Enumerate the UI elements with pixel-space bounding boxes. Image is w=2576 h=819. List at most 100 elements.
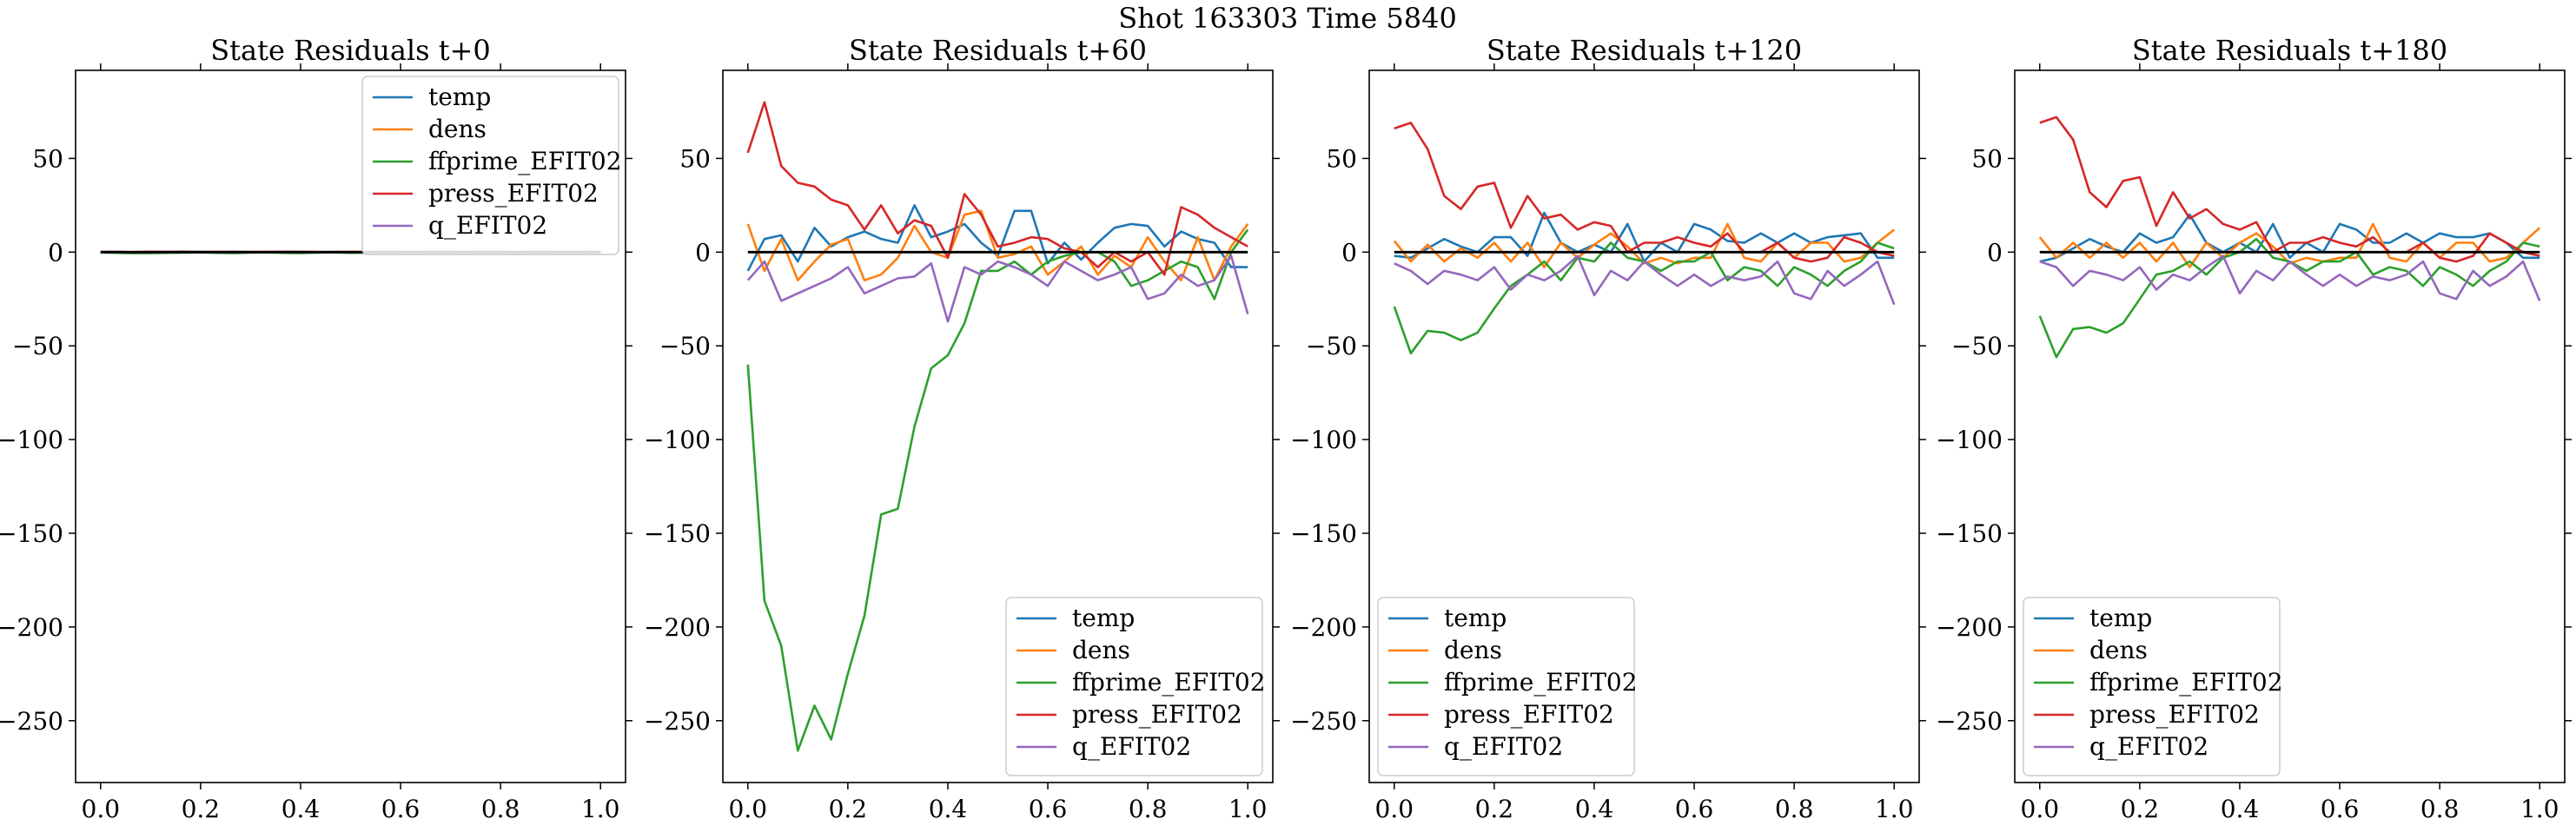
plot-area bbox=[2038, 116, 2541, 359]
series-line-dens bbox=[1393, 222, 1896, 268]
y-tick-label: 0 bbox=[1987, 238, 2003, 267]
legend-label: dens bbox=[2089, 636, 2148, 664]
y-tick-label: −50 bbox=[12, 332, 63, 360]
axes-frame bbox=[722, 69, 1274, 783]
legend-label: q_EFIT02 bbox=[1072, 732, 1191, 761]
legend-label: temp bbox=[2089, 604, 2152, 632]
x-tick-label: 1.0 bbox=[1228, 795, 1268, 819]
y-tick-label: −250 bbox=[644, 707, 711, 736]
y-tick-label: −50 bbox=[1306, 332, 1357, 360]
x-tick-label: 0.8 bbox=[1775, 795, 1814, 819]
series-line-dens bbox=[2038, 222, 2541, 268]
y-tick-label: 0 bbox=[1341, 238, 1357, 267]
x-tick-label: 0.2 bbox=[2121, 795, 2160, 819]
legend-box bbox=[1005, 597, 1263, 776]
series-line-temp bbox=[2039, 213, 2540, 263]
y-tick-label: 50 bbox=[1971, 144, 2003, 173]
y-tick-label: −100 bbox=[1936, 426, 2003, 454]
x-tick-label: 0.4 bbox=[281, 795, 321, 819]
series-line-q-efit02 bbox=[746, 254, 1249, 323]
y-tick-label: −200 bbox=[0, 613, 63, 642]
plot-area bbox=[746, 101, 1249, 752]
x-tick-label: 0.8 bbox=[2420, 795, 2460, 819]
y-tick-label: −150 bbox=[1936, 519, 2003, 548]
legend-label: q_EFIT02 bbox=[1444, 732, 1563, 761]
x-tick-label: 1.0 bbox=[1875, 795, 1914, 819]
x-tick-label: 0.0 bbox=[729, 795, 768, 819]
legend-label: press_EFIT02 bbox=[2089, 700, 2260, 729]
chart-title: State Residuals t+60 bbox=[849, 34, 1147, 67]
plot-area bbox=[1393, 122, 1896, 355]
series-line-dens bbox=[746, 209, 1249, 282]
y-tick-label: −200 bbox=[644, 613, 711, 642]
x-tick-label: 0.0 bbox=[2021, 795, 2060, 819]
legend-label: temp bbox=[1072, 604, 1135, 632]
legend: temp dens ffprime_EFIT02 press_EFIT02 q_EFIT… bbox=[1005, 597, 1266, 776]
legend-label: ffprime_EFIT02 bbox=[2089, 668, 2283, 697]
y-tick-label: 0 bbox=[48, 238, 63, 267]
legend-label: ffprime_EFIT02 bbox=[1072, 668, 1266, 697]
x-tick-label: 0.0 bbox=[1375, 795, 1414, 819]
y-tick-label: 50 bbox=[679, 144, 711, 173]
x-tick-label: 1.0 bbox=[581, 795, 620, 819]
legend-label: temp bbox=[1444, 604, 1507, 632]
chart-title: State Residuals t+180 bbox=[2132, 34, 2447, 67]
axes-frame bbox=[1368, 69, 1920, 783]
x-tick-label: 0.6 bbox=[381, 795, 421, 819]
legend-label: dens bbox=[428, 115, 487, 143]
series-line-press-efit02 bbox=[746, 101, 1248, 276]
y-tick-label: −250 bbox=[1936, 707, 2003, 736]
chart-panel-3: State Residuals t+180 0.0 0.2 0.4 0.6 0.8 1.0 5… bbox=[1936, 34, 2572, 819]
x-tick-label: 0.2 bbox=[182, 795, 221, 819]
y-tick-label: −100 bbox=[644, 426, 711, 454]
chart-title: State Residuals t+120 bbox=[1487, 34, 1802, 67]
axes-frame bbox=[2014, 69, 2566, 783]
series-line-press-efit02 bbox=[2039, 116, 2540, 263]
x-tick-label: 0.8 bbox=[481, 795, 520, 819]
chart-panel-0: State Residuals t+0 0.0 0.2 0.4 0.6 0.8 1.0 50 0… bbox=[0, 34, 632, 819]
legend-label: ffprime_EFIT02 bbox=[1444, 668, 1638, 697]
x-tick-label: 0.2 bbox=[829, 795, 868, 819]
panels: State Residuals t+0 0.0 0.2 0.4 0.6 0.8 1.0 50 0… bbox=[0, 34, 2572, 819]
x-tick-label: 0.6 bbox=[2321, 795, 2360, 819]
y-tick-label: −100 bbox=[1290, 426, 1357, 454]
chart-panel-1: State Residuals t+60 0.0 0.2 0.4 0.6 0.8 1.0 50… bbox=[644, 34, 1280, 819]
x-tick-label: 0.4 bbox=[929, 795, 968, 819]
legend-box bbox=[1377, 597, 1635, 776]
legend-label: press_EFIT02 bbox=[1072, 700, 1242, 729]
series-line-q-efit02 bbox=[2039, 254, 2541, 301]
legend: temp dens ffprime_EFIT02 press_EFIT02 q_EFIT… bbox=[1377, 597, 1638, 776]
legend: temp dens ffprime_EFIT02 press_EFIT02 q_EFIT… bbox=[361, 76, 622, 255]
y-tick-label: −50 bbox=[659, 332, 711, 360]
legend: temp dens ffprime_EFIT02 press_EFIT02 q_EFIT… bbox=[2023, 597, 2283, 776]
x-tick-label: 1.0 bbox=[2520, 795, 2559, 819]
y-tick-label: −250 bbox=[0, 707, 63, 736]
y-tick-label: −200 bbox=[1290, 613, 1357, 642]
legend-label: ffprime_EFIT02 bbox=[428, 147, 622, 175]
legend-label: press_EFIT02 bbox=[1444, 700, 1614, 729]
legend-label: press_EFIT02 bbox=[428, 179, 599, 208]
legend-box bbox=[2023, 597, 2281, 776]
legend-box bbox=[361, 76, 619, 255]
series-line-press-efit02 bbox=[1394, 122, 1895, 263]
y-tick-label: −150 bbox=[0, 519, 63, 548]
legend-label: q_EFIT02 bbox=[2089, 732, 2208, 761]
legend-label: q_EFIT02 bbox=[428, 211, 547, 240]
x-tick-label: 0.4 bbox=[2221, 795, 2260, 819]
x-tick-label: 0.8 bbox=[1129, 795, 1168, 819]
chart-panel-2: State Residuals t+120 0.0 0.2 0.4 0.6 0.8 1.0 5… bbox=[1290, 34, 1926, 819]
x-tick-label: 0.6 bbox=[1029, 795, 1068, 819]
figure-suptitle: Shot 163303 Time 5840 bbox=[1118, 2, 1457, 35]
y-tick-label: −150 bbox=[644, 519, 711, 548]
chart-title: State Residuals t+0 bbox=[210, 34, 491, 67]
y-tick-label: −200 bbox=[1936, 613, 2003, 642]
x-tick-label: 0.6 bbox=[1675, 795, 1714, 819]
y-tick-label: 50 bbox=[1326, 144, 1357, 173]
y-tick-label: 0 bbox=[695, 238, 711, 267]
y-tick-label: 50 bbox=[32, 144, 63, 173]
legend-label: temp bbox=[428, 83, 491, 111]
axes-frame bbox=[75, 69, 626, 783]
legend-label: dens bbox=[1444, 636, 1502, 664]
y-tick-label: −50 bbox=[1951, 332, 2003, 360]
